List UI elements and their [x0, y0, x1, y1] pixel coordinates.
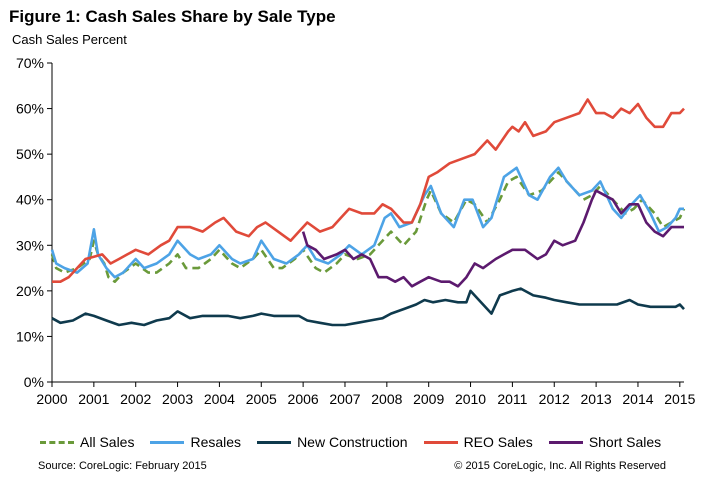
legend-item-all-sales: All Sales: [40, 434, 134, 450]
x-tick-label: 2001: [78, 391, 109, 407]
x-tick-label: 2012: [539, 391, 570, 407]
legend-swatch-resales: [150, 440, 185, 444]
chart-subtitle: Cash Sales Percent: [12, 32, 127, 47]
legend-label-reo-sales: REO Sales: [463, 434, 533, 450]
x-tick-label: 2007: [329, 391, 360, 407]
y-tick-label: 50%: [16, 146, 44, 162]
x-tick-label: 2014: [622, 391, 653, 407]
series-line-new-construction: [51, 287, 685, 327]
chart-title: Figure 1: Cash Sales Share by Sale Type: [9, 7, 336, 26]
legend-item-resales: Resales: [150, 434, 241, 450]
series-line-all-sales: [50, 171, 686, 283]
source-note: Source: CoreLogic: February 2015: [38, 460, 207, 472]
x-tick-label: 2003: [162, 391, 193, 407]
legend-item-new-construction: New Construction: [257, 434, 408, 450]
y-tick-label: 30%: [16, 237, 44, 253]
x-tick-label: 2013: [581, 391, 612, 407]
x-tick-label: 2006: [288, 391, 319, 407]
y-tick-label: 10%: [16, 328, 44, 344]
legend-label-short-sales: Short Sales: [588, 434, 662, 450]
x-tick-label: 2002: [120, 391, 151, 407]
legend-swatch-all-sales: [40, 440, 74, 444]
x-tick-label: 2010: [455, 391, 486, 407]
x-tick-label: 2015: [664, 391, 695, 407]
legend-item-reo-sales: REO Sales: [423, 434, 533, 450]
series-line-short-sales: [301, 189, 684, 288]
x-tick-label: 2004: [204, 391, 235, 407]
y-tick-label: 70%: [16, 55, 44, 71]
y-tick-label: 0%: [24, 374, 44, 390]
y-tick-label: 60%: [16, 101, 44, 117]
legend-swatch-reo-sales: [423, 440, 458, 444]
legend-item-short-sales: Short Sales: [548, 434, 662, 450]
series-lines: [50, 98, 686, 327]
y-tick-label: 20%: [16, 283, 44, 299]
x-tick-label: 2008: [371, 391, 402, 407]
legend-label-new-construction: New Construction: [297, 434, 408, 450]
axes: [47, 62, 684, 387]
series-line-reo-sales: [52, 98, 685, 283]
legend-swatch-new-construction: [257, 440, 292, 444]
x-tick-label: 2005: [246, 391, 277, 407]
tick-labels: 0% 10% 20% 30% 40% 50% 60% 70% 2000 2001 2002 2003 2…: [16, 55, 696, 407]
legend-swatch-short-sales: [548, 440, 583, 444]
x-tick-label: 2009: [413, 391, 444, 407]
series-line-resales: [50, 166, 684, 279]
y-tick-label: 40%: [16, 192, 44, 208]
x-tick-label: 2011: [497, 391, 527, 407]
legend-label-resales: Resales: [190, 434, 242, 450]
legend: All Sales Resales New Construction REO S…: [40, 432, 700, 452]
x-tick-label: 2000: [36, 391, 67, 407]
legend-label-all-sales: All Sales: [80, 434, 135, 450]
line-chart: 0% 10% 20% 30% 40% 50% 60% 70% 2000 2001 2002 2003 2…: [16, 55, 696, 407]
copyright-note: © 2015 CoreLogic, Inc. All Rights Reserv…: [454, 460, 666, 472]
